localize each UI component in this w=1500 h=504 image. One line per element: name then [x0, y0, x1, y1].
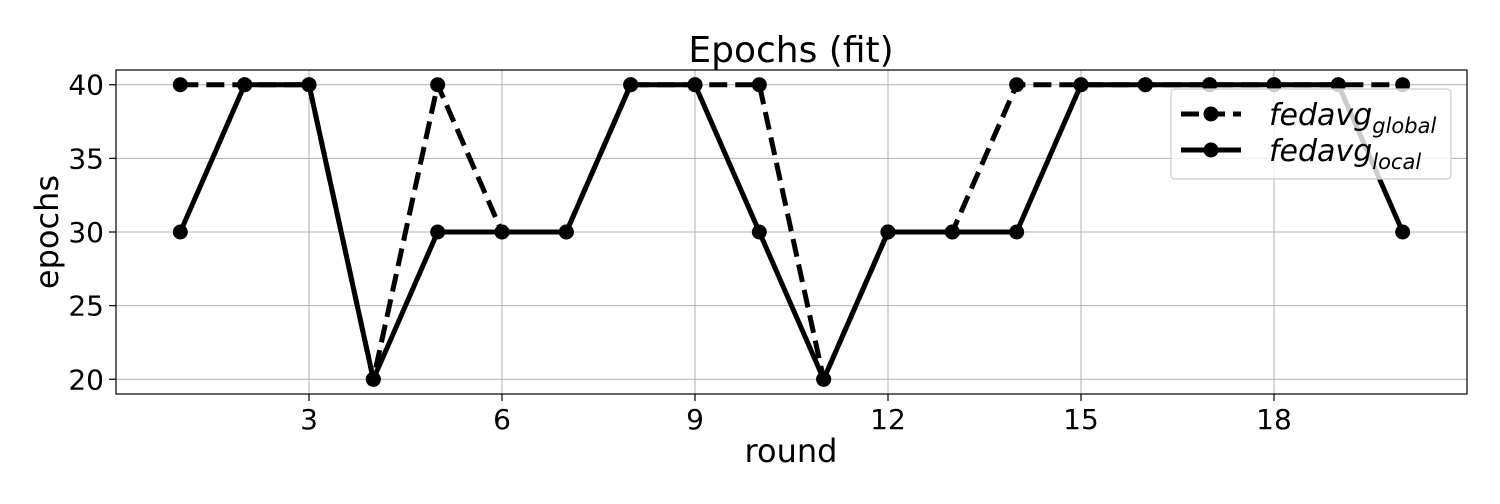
- data-point-local: [816, 371, 832, 387]
- y-axis-label: epochs: [28, 175, 66, 289]
- y-tick-label: 20: [68, 363, 104, 396]
- legend-label-subscript: global: [1372, 114, 1436, 138]
- data-point-local: [494, 224, 510, 240]
- legend-marker-local: [1203, 142, 1219, 158]
- y-tick-label: 35: [68, 142, 104, 175]
- legend-marker-global: [1203, 106, 1219, 122]
- y-tick-label: 40: [68, 69, 104, 102]
- data-point-global: [1009, 77, 1025, 93]
- data-point-local: [558, 224, 574, 240]
- y-tick-label: 25: [68, 290, 104, 323]
- x-tick-label: 18: [1256, 403, 1292, 436]
- data-point-local: [880, 224, 896, 240]
- data-point-global: [172, 77, 188, 93]
- data-point-local: [623, 77, 639, 93]
- legend-label-base: fedavg: [1269, 98, 1372, 133]
- series-line-local: [178, 82, 1405, 382]
- legend-label-local: fedavglocal: [1269, 134, 1421, 174]
- data-point-local: [751, 224, 767, 240]
- data-point-local: [365, 371, 381, 387]
- y-tick-label: 30: [68, 216, 104, 249]
- data-point-local: [430, 224, 446, 240]
- x-tick-label: 12: [870, 403, 906, 436]
- ticks: 3 6 9 12 15 18 20 25 30 35 40: [68, 69, 1291, 436]
- legend-label-global: fedavgglobal: [1269, 98, 1436, 138]
- legend-label-base: fedavg: [1269, 134, 1372, 169]
- data-point-global: [430, 77, 446, 93]
- data-point-local: [687, 77, 703, 93]
- data-point-local: [237, 77, 253, 93]
- chart-title: Epochs (fit): [688, 30, 893, 71]
- data-point-local: [301, 77, 317, 93]
- data-point-global: [751, 77, 767, 93]
- x-tick-label: 3: [300, 403, 318, 436]
- x-tick-label: 15: [1063, 403, 1099, 436]
- x-tick-label: 6: [493, 403, 511, 436]
- x-tick-label: 9: [686, 403, 704, 436]
- legend-label-subscript: local: [1372, 150, 1421, 174]
- x-axis-label: round: [745, 432, 838, 470]
- data-point-local: [1137, 77, 1153, 93]
- data-point-local: [944, 224, 960, 240]
- data-point-local: [172, 224, 188, 240]
- data-point-local: [1009, 224, 1025, 240]
- data-point-local: [1395, 224, 1411, 240]
- data-point-local: [1073, 77, 1089, 93]
- series-layer: [172, 77, 1411, 387]
